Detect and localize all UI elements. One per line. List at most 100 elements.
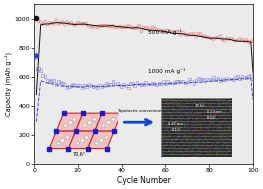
Point — [100, 24, 104, 27]
Point — [104, 24, 108, 27]
Point — [124, 26, 128, 29]
Point — [111, 80, 115, 83]
Point — [233, 76, 237, 79]
Point — [102, 84, 106, 87]
Point — [117, 25, 122, 28]
Point — [190, 79, 194, 82]
Point — [216, 76, 220, 79]
Point — [89, 84, 93, 87]
Point — [222, 39, 227, 42]
Point — [227, 38, 231, 41]
Point — [220, 78, 225, 81]
Point — [80, 22, 84, 26]
Point — [246, 41, 251, 44]
Point — [102, 24, 106, 27]
Point — [65, 86, 69, 89]
Point — [150, 82, 154, 85]
Point — [39, 21, 43, 24]
Point — [194, 35, 198, 38]
Point — [52, 79, 56, 82]
Point — [47, 80, 52, 83]
Point — [128, 82, 133, 85]
Point — [242, 76, 246, 79]
Point — [238, 77, 242, 80]
Point — [214, 36, 218, 39]
Point — [244, 76, 249, 79]
Point — [93, 84, 98, 88]
Point — [183, 33, 187, 36]
Point — [107, 83, 111, 86]
Point — [229, 37, 233, 40]
Point — [203, 78, 207, 81]
Point — [126, 24, 130, 27]
Point — [203, 35, 207, 38]
Point — [176, 31, 181, 34]
Point — [113, 26, 117, 29]
Point — [76, 21, 80, 24]
Point — [148, 29, 152, 32]
Point — [41, 74, 45, 77]
Point — [141, 83, 146, 86]
Point — [135, 81, 139, 84]
Point — [58, 81, 63, 84]
Point — [87, 82, 91, 85]
Point — [251, 40, 255, 43]
Point — [176, 80, 181, 83]
Point — [120, 26, 124, 29]
Point — [218, 79, 222, 82]
Point — [126, 86, 130, 89]
Point — [54, 83, 58, 86]
Point — [139, 30, 144, 33]
Point — [222, 78, 227, 81]
Point — [194, 79, 198, 82]
Point — [163, 83, 168, 86]
Point — [49, 79, 54, 82]
Point — [229, 77, 233, 81]
Point — [60, 82, 65, 85]
Point — [74, 84, 78, 87]
Point — [183, 82, 187, 85]
Point — [165, 80, 170, 83]
Point — [236, 75, 240, 78]
Point — [56, 80, 60, 83]
Point — [179, 33, 183, 36]
Point — [137, 82, 141, 85]
Point — [179, 79, 183, 82]
Point — [104, 82, 108, 85]
Point — [45, 23, 49, 26]
Point — [69, 84, 73, 87]
Point — [218, 35, 222, 38]
Point — [49, 22, 54, 25]
Point — [109, 25, 113, 28]
Point — [80, 86, 84, 89]
Point — [170, 30, 174, 33]
Point — [196, 32, 200, 35]
Point — [157, 29, 161, 32]
Point — [168, 30, 172, 33]
Point — [227, 78, 231, 81]
Point — [174, 30, 179, 33]
Point — [34, 16, 38, 19]
Point — [63, 83, 67, 86]
Point — [133, 27, 137, 30]
Point — [152, 27, 156, 30]
Point — [240, 38, 244, 41]
Point — [52, 22, 56, 25]
Point — [47, 21, 52, 24]
Point — [198, 77, 203, 80]
Point — [93, 25, 98, 28]
Point — [170, 82, 174, 85]
Point — [89, 25, 93, 28]
Point — [188, 33, 192, 36]
Point — [100, 85, 104, 88]
Point — [115, 82, 119, 85]
Point — [211, 37, 216, 40]
Point — [159, 30, 163, 33]
Point — [157, 82, 161, 85]
Point — [146, 82, 150, 85]
Point — [201, 35, 205, 38]
Point — [141, 26, 146, 29]
Point — [205, 36, 209, 39]
Point — [63, 23, 67, 26]
Point — [155, 28, 159, 31]
